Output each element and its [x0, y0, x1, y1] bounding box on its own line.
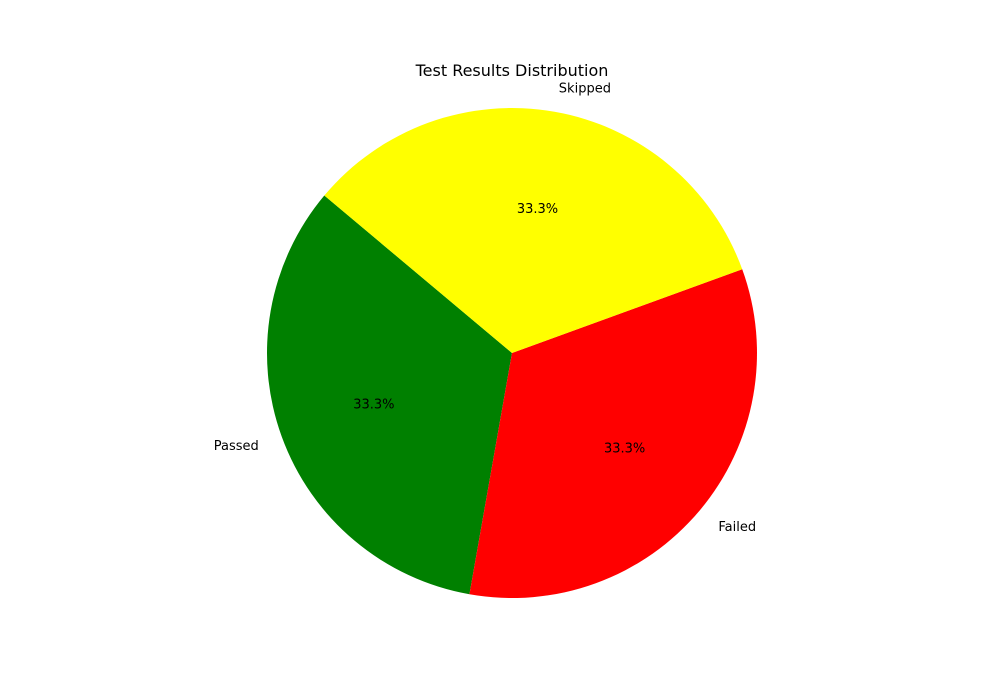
slice-percent-passed: 33.3%: [353, 397, 394, 412]
chart-title: Test Results Distribution: [415, 61, 609, 80]
slice-label-failed: Failed: [718, 520, 756, 535]
pie-slice-skipped: [324, 108, 743, 353]
pie-slice-passed: [267, 195, 512, 595]
pie-labels: Passed 33.3% Failed 33.3% Skipped 33.3%: [214, 82, 756, 536]
slice-percent-skipped: 33.3%: [517, 202, 558, 217]
pie-slice-failed: [469, 269, 757, 599]
slice-label-passed: Passed: [214, 439, 259, 454]
slice-percent-failed: 33.3%: [604, 442, 645, 457]
pie-slices: [267, 108, 757, 599]
slice-label-skipped: Skipped: [559, 82, 611, 97]
